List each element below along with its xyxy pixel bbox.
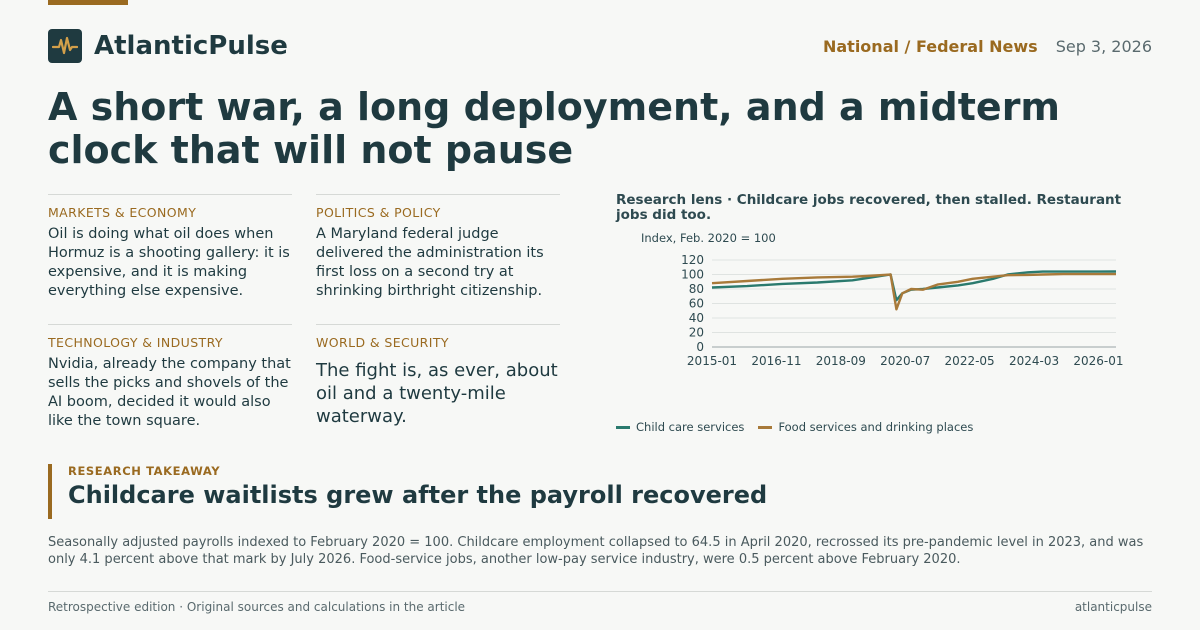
- dateline: Sep 3, 2026: [1055, 36, 1152, 56]
- footer-divider: [48, 591, 1152, 592]
- takeaway-kicker: RESEARCH TAKEAWAY: [68, 464, 221, 478]
- brand-name[interactable]: AtlanticPulse: [94, 31, 288, 61]
- y-tick-label: 80: [689, 282, 704, 296]
- y-axis-label: Index, Feb. 2020 = 100: [641, 231, 776, 245]
- legend-swatch-food: [758, 425, 773, 429]
- y-tick-label: 0: [696, 340, 704, 354]
- pulse-icon: [52, 36, 78, 55]
- legend-swatch-childcare: [616, 425, 630, 429]
- footer-edition: Retrospective edition · Original sources…: [48, 600, 466, 614]
- chart-legend: Child care services Food services and dr…: [616, 420, 987, 434]
- card-kicker: WORLD & SECURITY: [316, 335, 449, 350]
- series-line-childcare: [711, 270, 1117, 302]
- card-kicker: TECHNOLOGY & INDUSTRY: [48, 335, 223, 350]
- x-tick-label: 2024-03: [1009, 354, 1059, 368]
- card-text[interactable]: Nvidia, already the company that sells t…: [48, 356, 291, 429]
- legend-label: Child care services: [636, 420, 745, 434]
- y-tick-label: 60: [689, 297, 704, 311]
- y-tick-label: 120: [681, 253, 704, 267]
- card-text[interactable]: Oil is doing what oil does when Hormuz i…: [48, 226, 290, 299]
- masthead: AtlanticPulse National / Federal News Se…: [48, 29, 1152, 63]
- y-tick-label: 20: [689, 326, 704, 340]
- card-text[interactable]: A Maryland federal judge delivered the a…: [316, 226, 544, 299]
- legend-label: Food services and drinking places: [778, 420, 974, 434]
- series-line-food: [711, 272, 1116, 311]
- legend-item-food: Food services and drinking places: [758, 420, 973, 434]
- methodology-note: Seasonally adjusted payrolls indexed to …: [48, 535, 1144, 567]
- takeaway-title[interactable]: Childcare waitlists grew after the payro…: [68, 481, 768, 509]
- legend-item-childcare: Child care services: [616, 420, 744, 434]
- footer-domain[interactable]: atlanticpulse: [1074, 600, 1152, 614]
- story-card-technology[interactable]: TECHNOLOGY & INDUSTRY Nvidia, already th…: [48, 324, 292, 431]
- x-tick-label: 2022-05: [945, 354, 995, 368]
- research-takeaway: RESEARCH TAKEAWAY Childcare waitlists gr…: [48, 464, 1152, 519]
- x-tick-label: 2016-11: [751, 354, 801, 368]
- section-link[interactable]: National / Federal News: [822, 36, 1038, 56]
- story-card-world[interactable]: WORLD & SECURITY The fight is, as ever, …: [316, 324, 560, 428]
- chart-title: Research lens · Childcare jobs recovered…: [616, 192, 1122, 223]
- brand-logo[interactable]: [48, 29, 82, 63]
- top-accent-rule: [48, 0, 128, 5]
- x-tick-label: 2020-07: [880, 354, 930, 368]
- headline[interactable]: A short war, a long deployment, and a mi…: [48, 85, 1061, 172]
- story-card-politics[interactable]: POLITICS & POLICY A Maryland federal jud…: [316, 194, 560, 301]
- x-tick-label: 2015-01: [687, 354, 737, 368]
- card-kicker: POLITICS & POLICY: [316, 205, 441, 220]
- story-card-markets[interactable]: MARKETS & ECONOMY Oil is doing what oil …: [48, 194, 292, 301]
- y-tick-label: 100: [681, 268, 704, 282]
- card-kicker: MARKETS & ECONOMY: [48, 205, 197, 220]
- y-tick-label: 40: [689, 311, 704, 325]
- x-tick-label: 2018-09: [816, 354, 866, 368]
- x-tick-label: 2026-01: [1073, 354, 1123, 368]
- card-text[interactable]: The fight is, as ever, about oil and a t…: [316, 360, 558, 427]
